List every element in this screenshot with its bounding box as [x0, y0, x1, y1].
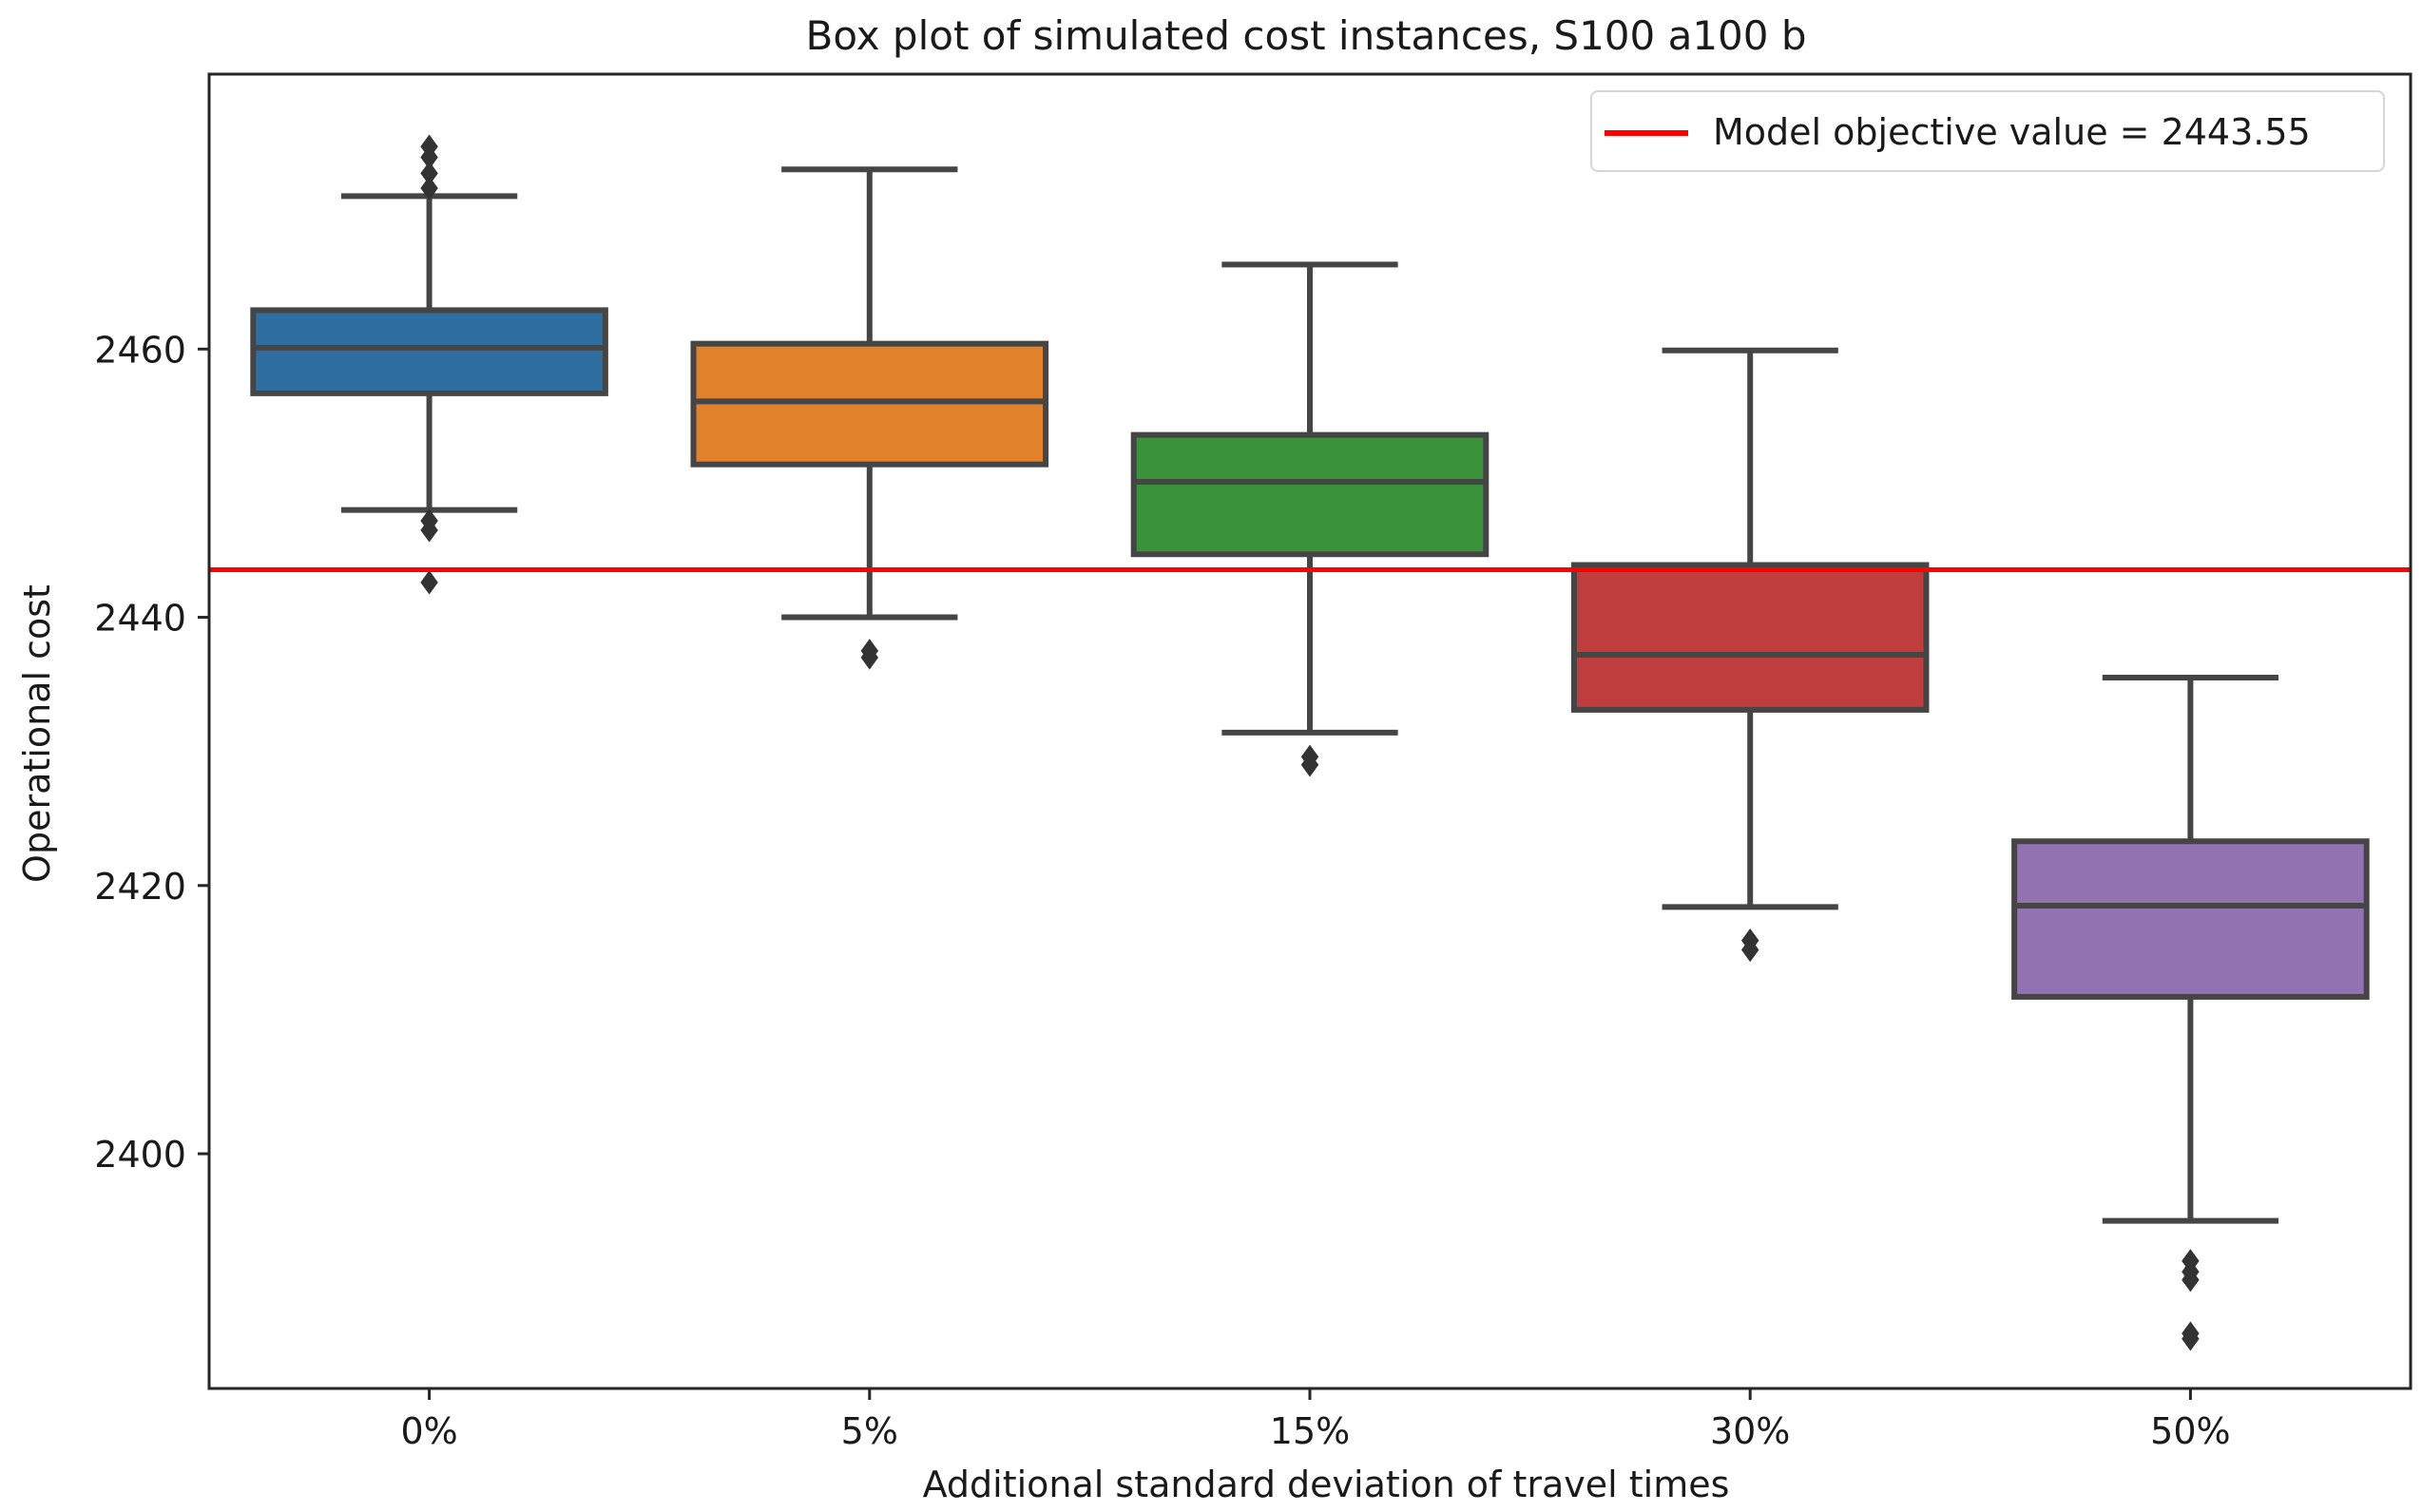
- box-0-pct: [250, 134, 608, 595]
- outlier-point: [1300, 753, 1319, 777]
- outlier-point: [420, 570, 438, 595]
- box-50-pct: [2011, 675, 2370, 1351]
- outlier-point: [420, 518, 438, 543]
- legend-label: Model objective value = 2443.55: [1713, 111, 2311, 153]
- x-tick-label: 5%: [841, 1410, 898, 1452]
- x-tick-label: 30%: [1710, 1410, 1790, 1452]
- iqr-box: [2011, 838, 2370, 1000]
- y-tick-label: 2420: [94, 866, 186, 908]
- box-series: [250, 134, 2370, 1351]
- x-axis-label: Additional standard deviation of travel …: [923, 1464, 1730, 1505]
- x-tick-label: 0%: [400, 1410, 457, 1452]
- box-5-pct: [690, 166, 1049, 670]
- y-tick-label: 2400: [94, 1134, 186, 1176]
- y-axis-label: Operational cost: [16, 584, 58, 883]
- outlier-point: [2182, 1327, 2200, 1351]
- outlier-point: [420, 176, 438, 201]
- iqr-box: [1130, 431, 1490, 558]
- x-axis-ticks: 0% 5% 15% 30% 50%: [400, 1388, 2231, 1452]
- box-30-pct: [1570, 347, 1930, 963]
- y-axis-ticks: 2400 2420 2440 2460: [94, 329, 209, 1176]
- iqr-box: [1570, 562, 1930, 713]
- legend-frame: [1590, 90, 2385, 172]
- outlier-point: [860, 645, 879, 670]
- y-tick-label: 2440: [94, 598, 186, 640]
- y-tick-label: 2460: [94, 329, 186, 371]
- chart-title: Box plot of simulated cost instances, S1…: [806, 12, 1807, 59]
- x-tick-label: 15%: [1270, 1410, 1350, 1452]
- legend: Model objective value = 2443.55: [1590, 90, 2385, 172]
- outlier-point: [2182, 1267, 2200, 1292]
- outlier-point: [1740, 937, 1759, 963]
- plot-area-frame: [207, 72, 2412, 1390]
- iqr-box: [250, 307, 608, 396]
- x-tick-label: 50%: [2150, 1410, 2230, 1452]
- box-15-pct: [1130, 261, 1490, 777]
